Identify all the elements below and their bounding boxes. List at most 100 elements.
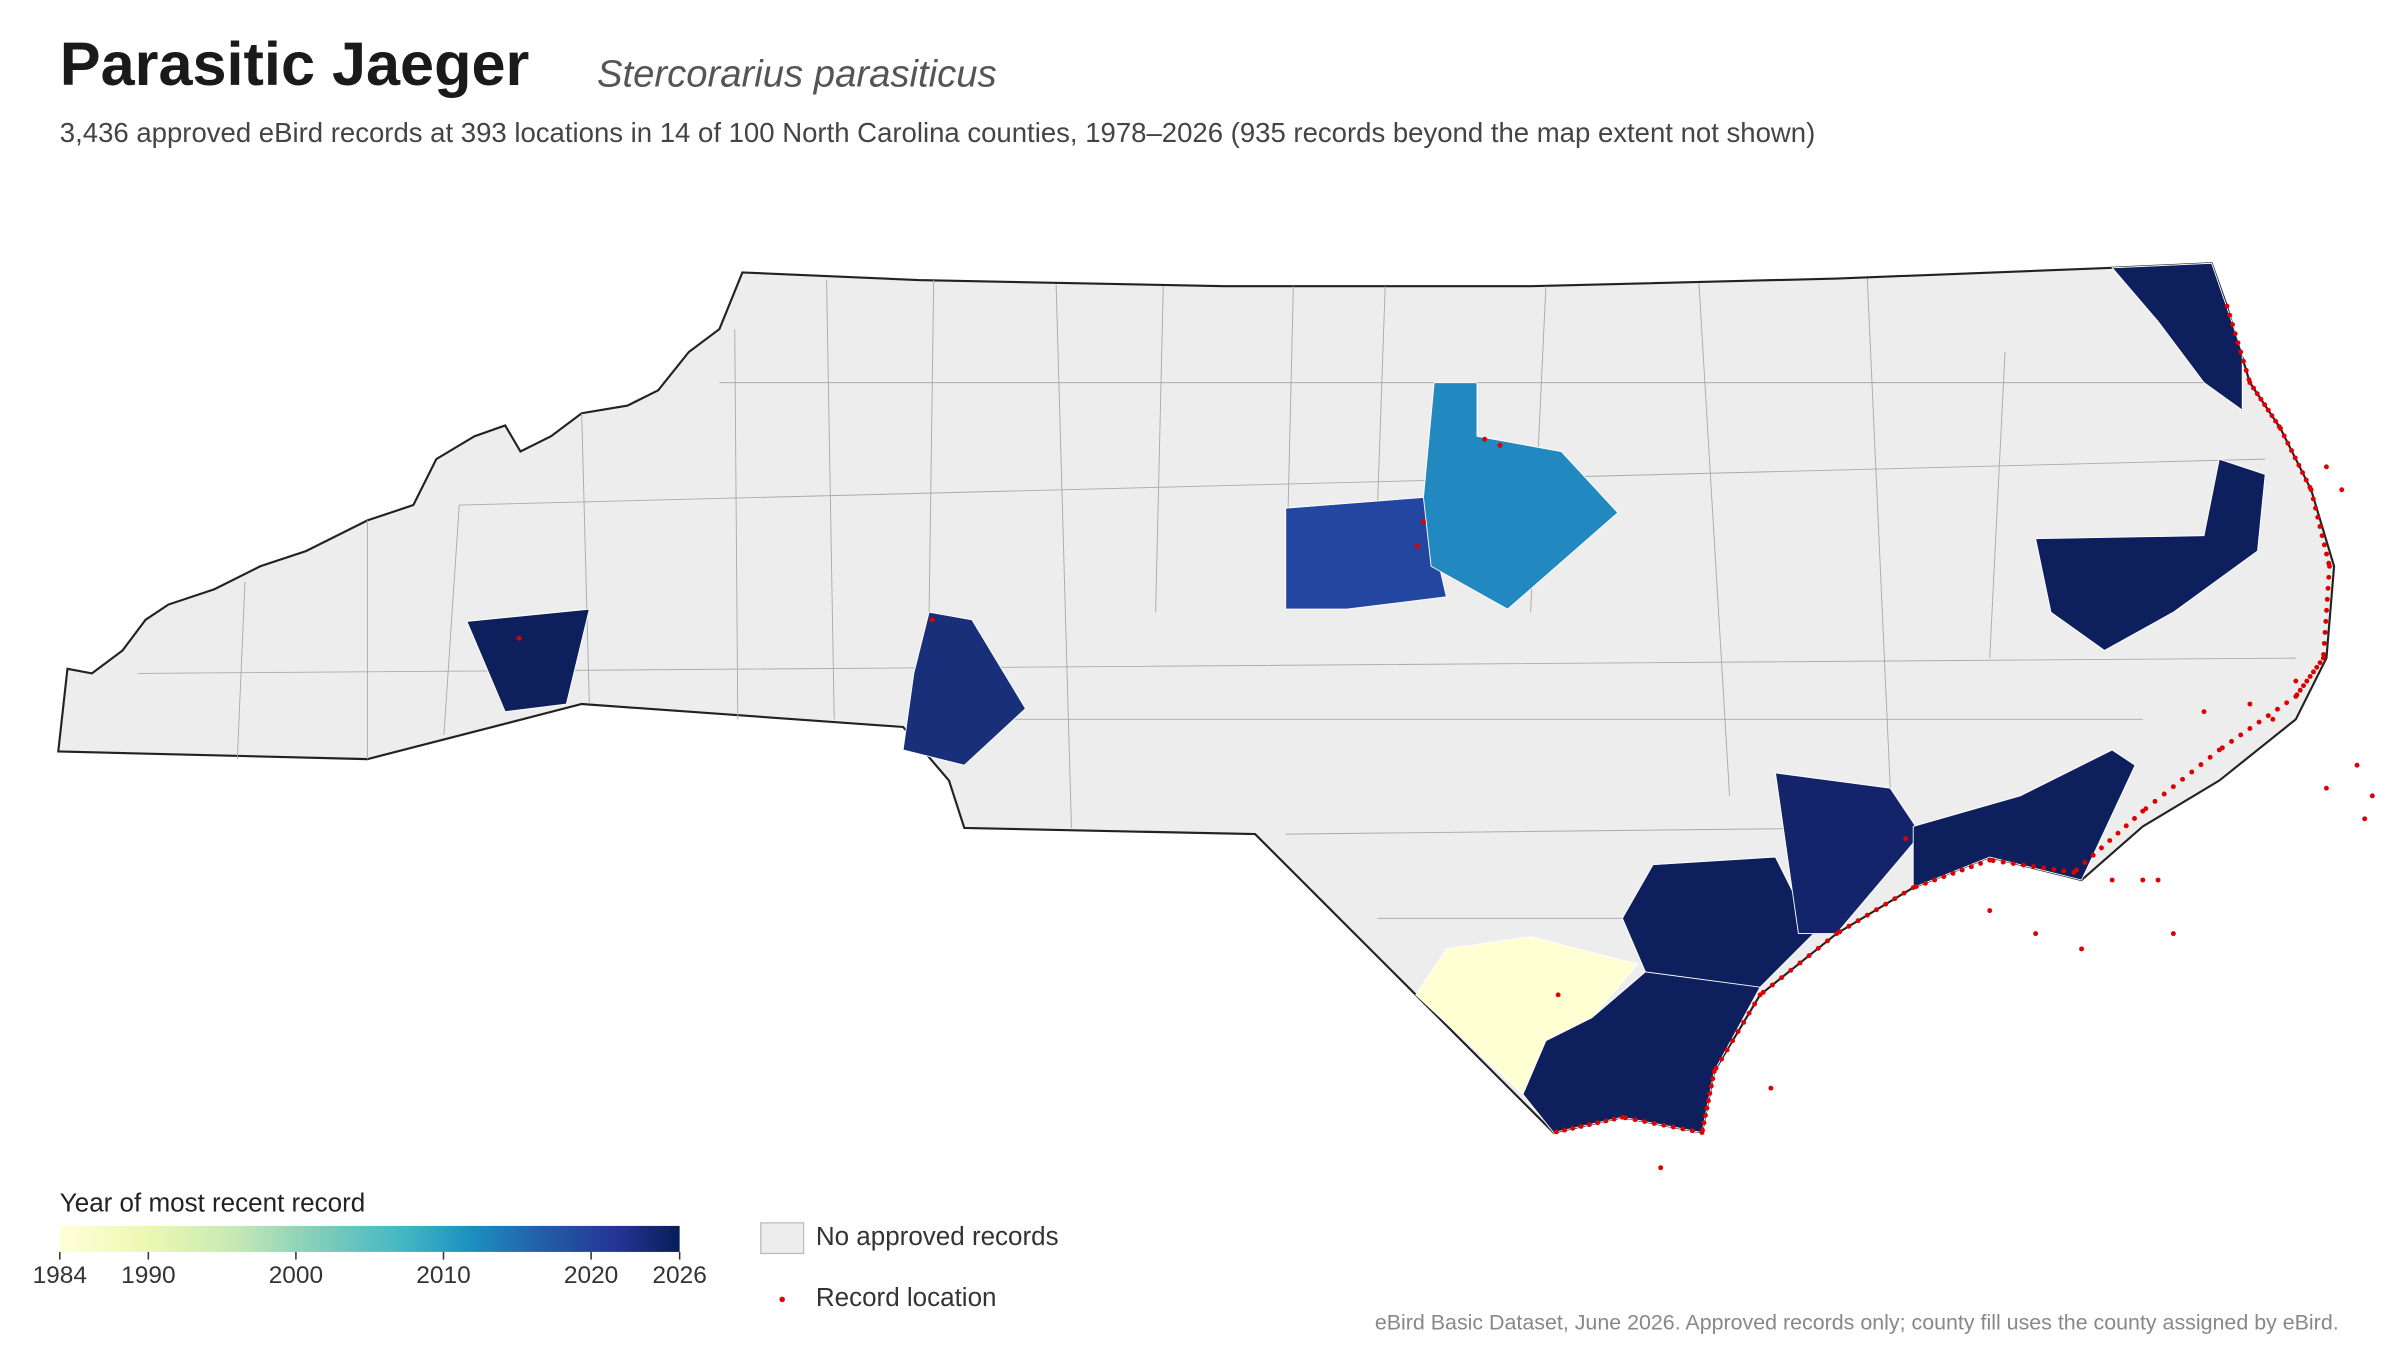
record-dot <box>2284 700 2290 706</box>
record-dot <box>2099 845 2104 851</box>
record-dot <box>1658 1165 1664 1171</box>
record-dot <box>929 617 935 623</box>
record-dot <box>2301 683 2306 689</box>
record-dot <box>2322 629 2328 635</box>
record-dot <box>1555 992 1561 998</box>
record-dot <box>2311 669 2316 675</box>
record-dot <box>1701 1120 1707 1126</box>
record-dot <box>2297 687 2303 693</box>
record-dot <box>2289 448 2294 454</box>
record-dot <box>1642 1119 1648 1124</box>
record-dot <box>1699 1130 1705 1135</box>
record-dot <box>2243 367 2249 373</box>
record-dot <box>2109 877 2115 883</box>
record-dot <box>2293 678 2299 684</box>
record-dot <box>2189 769 2195 775</box>
record-dot <box>1752 1001 1758 1007</box>
colorbar-tick-label: 2010 <box>416 1262 470 1289</box>
record-dot <box>1730 1038 1736 1044</box>
record-dot <box>2324 607 2329 613</box>
record-dot <box>1689 1128 1695 1134</box>
record-dot <box>1741 1019 1747 1025</box>
record-dot <box>2314 664 2320 670</box>
record-dot <box>2326 574 2332 580</box>
record-dot <box>1855 918 1861 924</box>
record-dot <box>1779 975 1785 981</box>
record-dot <box>1482 436 1488 442</box>
record-dot <box>516 635 522 641</box>
record-dot <box>2180 776 2186 782</box>
record-dot <box>2270 716 2276 722</box>
record-dot <box>2198 762 2204 768</box>
record-dot <box>1661 1122 1667 1128</box>
record-dot <box>1711 1068 1717 1074</box>
colorbar <box>59 1225 680 1252</box>
record-dot <box>2152 798 2158 804</box>
record-dot <box>2107 838 2113 843</box>
record-dot <box>1825 938 1830 944</box>
record-dot <box>2161 791 2167 797</box>
record-dot <box>2227 312 2233 318</box>
no-records-swatch <box>760 1222 805 1255</box>
record-dot <box>1932 877 1938 883</box>
colorbar-ticks: 1984 1990 2000 2010 2020 2026 <box>33 1251 707 1289</box>
record-dot <box>2269 413 2275 419</box>
record-dot <box>1903 836 1908 842</box>
record-dot <box>1611 1116 1617 1122</box>
record-dot <box>2273 418 2279 424</box>
state-outline <box>57 262 2336 1134</box>
record-dot <box>1757 992 1763 998</box>
county <box>466 608 590 713</box>
record-location-label: Record location <box>816 1282 997 1312</box>
record-dot <box>1553 1129 1559 1135</box>
record-dot <box>1670 1124 1676 1130</box>
record-dot <box>2321 640 2327 646</box>
record-dot <box>1704 1105 1710 1111</box>
record-dot <box>1586 1122 1592 1128</box>
scientific-name: Stercorarius parasiticus <box>597 53 997 96</box>
record-dot <box>2323 464 2329 470</box>
record-dot <box>1883 901 1889 907</box>
record-dot <box>2251 385 2257 391</box>
state-map <box>57 262 2375 1171</box>
record-dot <box>2275 706 2280 712</box>
record-dot <box>2140 877 2146 883</box>
record-dot <box>2115 830 2121 836</box>
record-dot <box>2323 618 2329 624</box>
record-dot <box>2262 402 2268 408</box>
record-dot <box>2327 563 2332 569</box>
record-dot <box>2224 303 2230 309</box>
record-dot <box>2369 793 2375 799</box>
record-dot <box>2207 754 2213 760</box>
record-dot <box>1806 953 1812 959</box>
record-dot <box>2307 674 2313 679</box>
record-dot <box>2256 719 2262 725</box>
subtitle: 3,436 approved eBird records at 393 loca… <box>60 117 1815 148</box>
record-dot <box>1874 907 1879 913</box>
record-dot <box>1724 1047 1730 1053</box>
record-dot <box>2265 713 2271 719</box>
record-dot <box>1922 880 1928 886</box>
record-dot <box>1570 1125 1576 1131</box>
record-dot <box>2308 487 2314 493</box>
record-dot <box>2232 331 2238 337</box>
record-dot <box>2000 859 2006 865</box>
county <box>2035 458 2266 651</box>
record-dot <box>2339 487 2345 493</box>
record-dot <box>1719 1056 1725 1062</box>
record-dot <box>2155 877 2161 883</box>
record-dot <box>1414 543 1420 549</box>
colorbar-tick-label: 1984 <box>33 1262 87 1289</box>
title: Parasitic Jaeger <box>60 30 530 98</box>
record-swatch <box>779 1296 785 1303</box>
record-dot <box>2247 726 2253 731</box>
record-dot <box>2238 732 2244 738</box>
record-dot <box>2324 596 2330 602</box>
record-dot <box>2265 407 2271 413</box>
record-dot <box>1707 1090 1713 1096</box>
record-dot <box>1603 1118 1609 1124</box>
record-dot <box>2303 477 2309 483</box>
